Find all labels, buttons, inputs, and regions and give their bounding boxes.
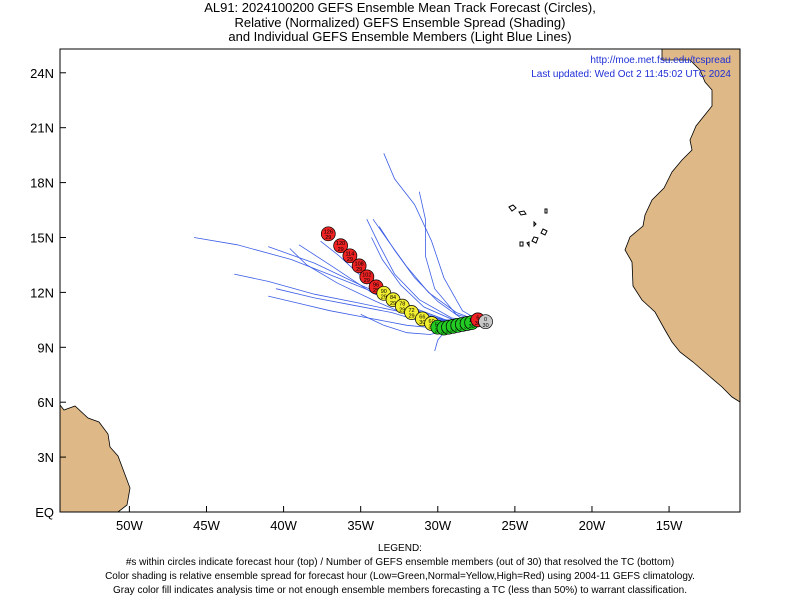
lon-tick-label: 40W [270, 518, 297, 533]
track-circle [342, 248, 358, 264]
member-track [372, 218, 482, 323]
track-circle [404, 305, 419, 320]
member-count: 30 [419, 320, 425, 326]
member-count: 29 [356, 267, 362, 273]
legend-line-3: Gray color fill indicates analysis time … [113, 585, 687, 596]
last-updated: Last updated: Wed Oct 2 11:45:02 UTC 202… [531, 69, 731, 80]
lat-tick-label: EQ [35, 505, 54, 520]
member-track [418, 191, 482, 323]
lat-tick-label: 3N [37, 450, 54, 465]
legend-line-2: Color shading is relative ensemble sprea… [105, 571, 695, 582]
forecast-hour: 126 [324, 229, 333, 235]
forecast-hour: 6 [476, 315, 479, 321]
track-circle [351, 258, 367, 274]
legend-heading: LEGEND: [378, 543, 422, 554]
africa-coastline [624, 49, 740, 403]
member-count: 29 [373, 288, 379, 294]
member-count: 30 [475, 321, 481, 327]
plot-frame [59, 48, 741, 513]
forecast-hour: 78 [399, 302, 405, 308]
lon-tick-label: 25W [502, 518, 529, 533]
member-count: 29 [364, 278, 370, 284]
lat-tick-label: 24N [30, 66, 54, 81]
forecast-hour: 120 [336, 241, 345, 247]
map-title-line-2: Relative (Normalized) GEFS Ensemble Spre… [234, 15, 566, 30]
south-america-coastline [60, 404, 131, 512]
lat-tick-label: 9N [37, 340, 54, 355]
track-point: 030 [478, 314, 493, 330]
lat-tick-label: 6N [37, 395, 54, 410]
forecast-hour: 72 [409, 308, 415, 314]
member-count: 29 [390, 301, 396, 307]
member-track [383, 153, 482, 323]
map-title-line-3: and Individual GEFS Ensemble Members (Li… [228, 29, 572, 44]
forecast-hour: 102 [362, 272, 371, 278]
member-count: 29 [381, 295, 387, 301]
forecast-hour: 96 [373, 282, 379, 288]
member-count: 29 [347, 257, 353, 263]
track-circle [359, 269, 375, 285]
forecast-hour: 84 [390, 295, 396, 301]
legend-line-1: #s within circles indicate forecast hour… [125, 557, 675, 568]
lat-tick-label: 12N [30, 285, 54, 300]
member-count: 30 [483, 323, 489, 329]
forecast-hour: 90 [381, 289, 387, 295]
forecast-hour: 66 [419, 314, 425, 320]
longitude-axis: 50W 45W 40W 35W 30W 25W 20W 15W [116, 506, 683, 533]
lon-tick-label: 45W [193, 518, 220, 533]
forecast-hour: 108 [355, 261, 364, 267]
member-count: 30 [469, 324, 475, 330]
lat-tick-label: 21N [30, 121, 54, 136]
lon-tick-label: 15W [656, 518, 683, 533]
track-circle [333, 238, 348, 254]
ocean-area [60, 49, 740, 512]
track-circle [478, 314, 493, 330]
latitude-axis: 24N 21N 18N 15N 12N 9N 6N 3N EQ [30, 66, 66, 520]
member-count: 29 [409, 314, 415, 320]
member-count: 29 [399, 307, 405, 313]
lat-tick-label: 15N [30, 230, 54, 245]
forecast-hour: 0 [484, 317, 487, 323]
lon-tick-label: 20W [579, 518, 606, 533]
member-count: 29 [338, 247, 344, 253]
lat-tick-label: 18N [30, 176, 54, 191]
credit-url: http://moe.met.fsu.edu/tcspread [590, 55, 731, 66]
lon-tick-label: 50W [116, 518, 143, 533]
member-count: 29 [325, 235, 331, 241]
forecast-hour: 60 [429, 319, 435, 325]
lon-tick-label: 30W [424, 518, 451, 533]
track-circle [320, 226, 336, 242]
lon-tick-label: 35W [347, 518, 374, 533]
cape-verde-islands [508, 204, 548, 248]
forecast-hour: 114 [345, 251, 354, 257]
map-title-line-1: AL91: 2024100200 GEFS Ensemble Mean Trac… [204, 0, 596, 15]
